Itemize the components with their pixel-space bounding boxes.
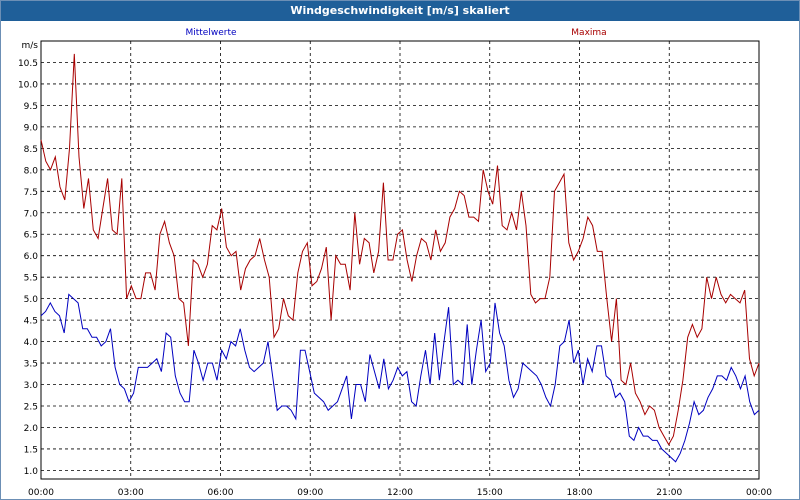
y-tick-label: 5.0: [24, 295, 39, 305]
y-tick-label: 5.5: [24, 274, 38, 284]
x-tick-time: 09:00: [297, 488, 323, 498]
axis-ticks: 1.0 1.5 2.0 2.5 3.0 3.5 4.0 4.5 5.0 5.5 6.0 6.5 7.0 7…: [18, 41, 772, 498]
y-tick-label: 3.5: [24, 360, 38, 370]
y-tick-label: 8.0: [24, 166, 39, 176]
y-tick-label: 9.0: [24, 123, 39, 133]
x-tick-time: 03:00: [118, 488, 144, 498]
x-tick-time: 18:00: [567, 488, 593, 498]
y-tick-label: 7.0: [24, 209, 39, 219]
y-tick-label: 4.0: [24, 338, 39, 348]
legend-item: Mittelwerte: [185, 28, 236, 38]
x-tick-time: 00:00: [28, 488, 54, 498]
y-tick-label: 10.5: [18, 59, 38, 69]
y-tick-label: 3.0: [24, 381, 39, 391]
y-tick-label: 4.5: [24, 317, 38, 327]
y-tick-label: 6.0: [24, 252, 39, 262]
legend-item: Maxima: [571, 28, 606, 38]
legend: Mittelwerte Maxima: [185, 28, 606, 38]
series-lines: [40, 53, 760, 463]
y-tick-label: 6.5: [24, 231, 38, 241]
wind-speed-chart: 1.0 1.5 2.0 2.5 3.0 3.5 4.0 4.5 5.0 5.5 6.0 6.5 7.0 7…: [18, 28, 772, 498]
y-tick-label: 7.5: [24, 188, 38, 198]
y-tick-label: 2.5: [24, 403, 38, 413]
series-line-maxima: [40, 53, 760, 446]
y-tick-label: 1.0: [24, 467, 39, 477]
y-tick-label: 1.5: [24, 445, 38, 455]
y-tick-label: 8.5: [24, 145, 38, 155]
y-tick-label: 9.5: [24, 102, 38, 112]
y-tick-label: 2.0: [24, 424, 39, 434]
grid: [41, 41, 759, 479]
x-tick-time: 06:00: [208, 488, 234, 498]
y-tick-label: 10.0: [18, 80, 38, 90]
x-tick-time: 21:00: [656, 488, 682, 498]
y-axis-label: m/s: [22, 41, 39, 51]
x-tick-time: 15:00: [477, 488, 503, 498]
x-tick-time: 12:00: [387, 488, 413, 498]
x-tick-time: 00:00: [746, 488, 772, 498]
series-line-mittelwerte: [40, 293, 760, 463]
window-title: Windgeschwindigkeit [m/s] skaliert: [1, 1, 799, 21]
